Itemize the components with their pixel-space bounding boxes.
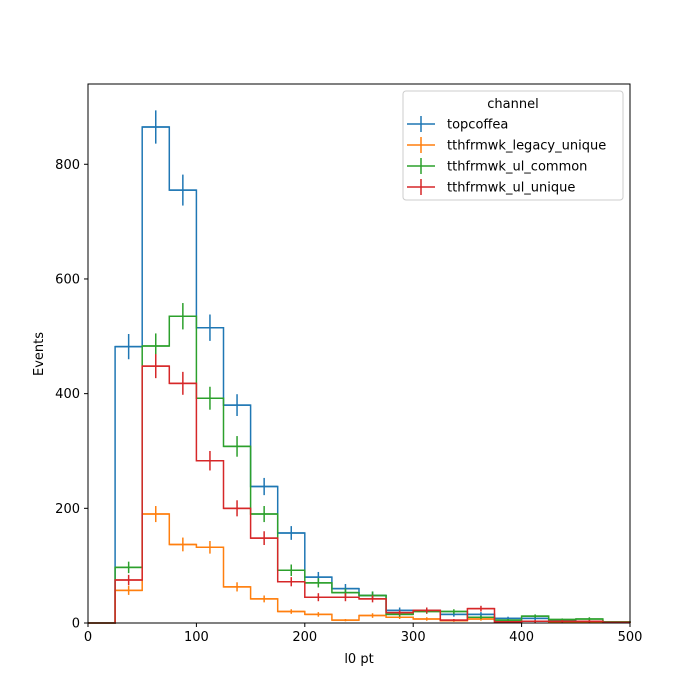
axes-layer: 0 100 200 300 400 500 0 200 400 600 800 xyxy=(55,158,642,645)
legend-title: channel xyxy=(487,97,538,112)
legend-label: tthfrmwk_legacy_unique xyxy=(447,139,606,154)
x-tick-label: 0 xyxy=(84,630,92,645)
legend-entry: tthfrmwk_legacy_unique xyxy=(407,137,606,154)
y-tick-label: 600 xyxy=(55,272,80,287)
y-tick-label: 400 xyxy=(55,387,80,402)
legend: channel topcoffea tthfrmwk_legacy_uniquet… xyxy=(402,90,624,201)
legend-entry: tthfrmwk_ul_unique xyxy=(407,179,575,196)
y-tick-label: 800 xyxy=(55,158,80,173)
legend-label: tthfrmwk_ul_unique xyxy=(447,181,575,196)
legend-label: tthfrmwk_ul_common xyxy=(447,160,587,175)
plot-frame xyxy=(87,83,631,624)
series-tthfrmwk_ul_unique xyxy=(88,354,631,624)
legend-box xyxy=(402,90,624,201)
legend-entry: topcoffea xyxy=(407,116,508,133)
x-axis-label: l0 pt xyxy=(344,652,373,667)
x-tick-label: 100 xyxy=(184,630,209,645)
x-tick-label: 500 xyxy=(618,630,643,645)
y-axis-label: Events xyxy=(32,332,47,376)
series-layer xyxy=(88,110,631,624)
y-tick-label: 0 xyxy=(72,617,80,632)
x-tick-label: 400 xyxy=(509,630,534,645)
legend-label: topcoffea xyxy=(447,118,508,133)
y-tick-label: 200 xyxy=(55,502,80,517)
legend-entry: tthfrmwk_ul_common xyxy=(407,158,587,175)
x-tick-label: 300 xyxy=(401,630,426,645)
x-tick-label: 200 xyxy=(292,630,317,645)
